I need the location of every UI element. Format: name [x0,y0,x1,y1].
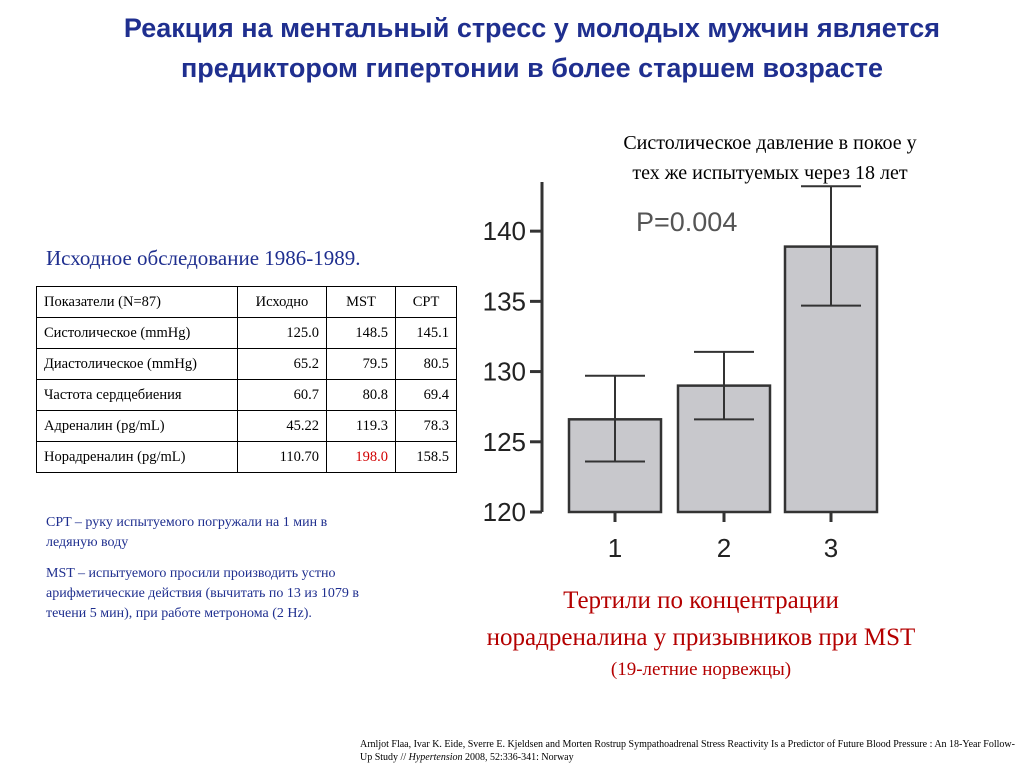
table-header-cell: MST [326,286,396,318]
mst-note: MST – испытуемого просили производить ус… [46,566,359,621]
cpt-note: CPT – руку испытуемого погружали на 1 ми… [46,515,328,550]
table-cell: 78.3 [395,410,457,442]
tertile-caption-line-3: (19-летние норвежцы) [610,659,792,680]
y-tick-label: 130 [483,357,526,387]
table-row: Адреналин (pg/mL) 45.22 119.3 78.3 [36,410,457,442]
tertile-caption-line-1: Тертили по концентрации [563,587,839,614]
reference: Arnljot Flaa, Ivar K. Eide, Sverre E. Kj… [360,738,1015,764]
table-row: Частота сердцебиения 60.7 80.8 69.4 [36,379,457,411]
chart-caption: Систолическое давление в покое у тех же … [560,128,980,188]
table-header-cell: Показатели (N=87) [36,286,238,318]
table-cell: 80.5 [395,348,457,380]
x-tick-label: 1 [608,533,622,563]
reference-journal: Hypertension [408,752,463,763]
table-row: Систолическое (mmHg) 125.0 148.5 145.1 [36,317,457,349]
chart-caption-line-1: Систолическое давление в покое у [623,132,917,154]
table-cell: 125.0 [237,317,327,349]
table-cell: 65.2 [237,348,327,380]
table-cell-highlight: 198.0 [326,441,396,473]
chart-caption-line-2: тех же испытуемых через 18 лет [632,162,908,184]
table-row: Норадреналин (pg/mL) 110.70 198.0 158.5 [36,441,457,473]
table-cell: Частота сердцебиения [36,379,238,411]
table-header-cell: Исходно [237,286,327,318]
table-cell: Систолическое (mmHg) [36,317,238,349]
y-tick-label: 125 [483,427,526,457]
table-cell: Норадреналин (pg/mL) [36,441,238,473]
p-value-annotation: P=0.004 [636,207,737,237]
y-tick-label: 120 [483,497,526,527]
table-cell: 60.7 [237,379,327,411]
table-cell: 148.5 [326,317,396,349]
table-cell: 145.1 [395,317,457,349]
table-row: Диастолическое (mmHg) 65.2 79.5 80.5 [36,348,457,380]
table-cell: 45.22 [237,410,327,442]
tertile-caption-line-2: норадреналина у призывников при MST [486,624,916,651]
table-cell: 79.5 [326,348,396,380]
table-cell: Диастолическое (mmHg) [36,348,238,380]
slide-title: Реакция на ментальный стресс у молодых м… [40,8,1024,88]
table-cell: 69.4 [395,379,457,411]
study-heading: Исходное обследование 1986-1989. [46,246,361,270]
table-cell: Адреналин (pg/mL) [36,410,238,442]
x-tick-label: 2 [717,533,731,563]
title-line-2: предиктором гипертонии в более старшем в… [180,53,884,83]
y-tick-label: 140 [483,216,526,246]
reference-part-2: 2008, 52:336-341: Norway [462,752,574,763]
x-tick-label: 3 [824,533,838,563]
tertile-caption: Тертили по концентрации норадреналина у … [396,582,1006,684]
baseline-table: Показатели (N=87) Исходно MST CPT Систол… [36,286,457,473]
y-tick-label: 135 [483,286,526,316]
table-cell: 119.3 [326,410,396,442]
title-line-1: Реакция на ментальный стресс у молодых м… [123,13,941,43]
table-cell: 110.70 [237,441,327,473]
table-header-cell: CPT [395,286,457,318]
table-cell: 80.8 [326,379,396,411]
table-cell: 158.5 [395,441,457,473]
table-header-row: Показатели (N=87) Исходно MST CPT [36,286,457,318]
systolic-bar-chart: 120 125 130 135 140 1 2 3 P=0.004 [483,182,879,563]
reference-part-1: Arnljot Flaa, Ivar K. Eide, Sverre E. Kj… [360,739,1015,763]
